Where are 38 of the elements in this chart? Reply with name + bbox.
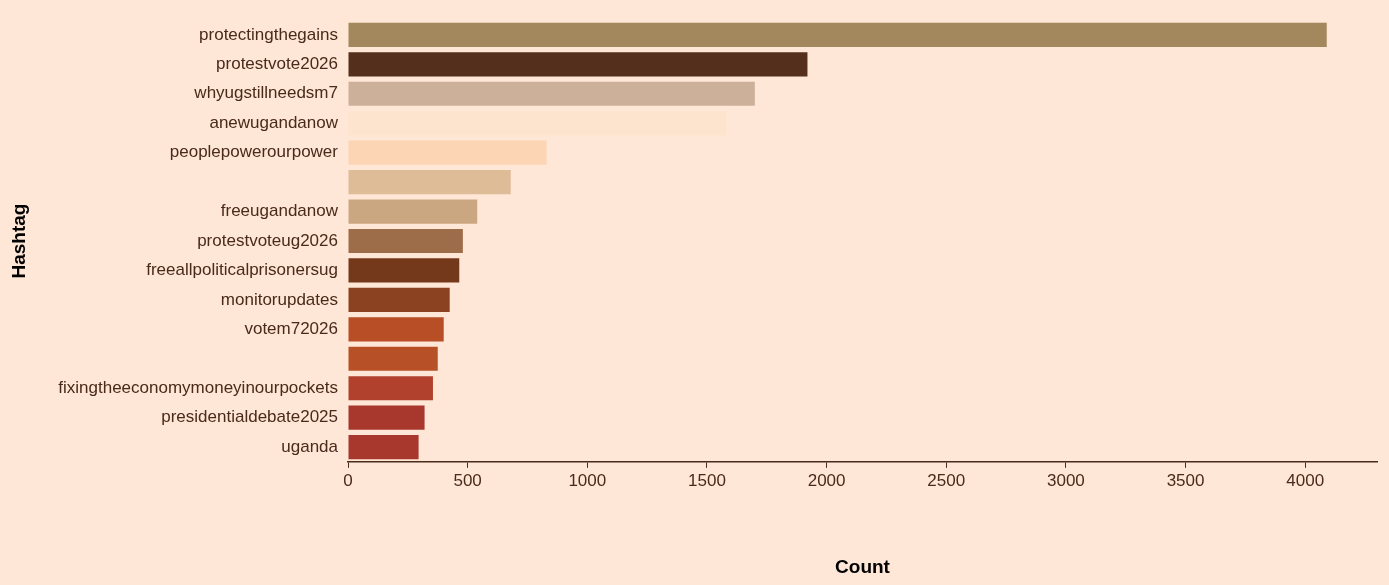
- x-tick-label: 2000: [807, 470, 846, 490]
- bar: [348, 22, 1327, 47]
- x-tick-label: 1500: [688, 470, 726, 490]
- y-tick-label: protestvoteug2026: [197, 230, 338, 250]
- y-tick-label: protectingthegains: [199, 24, 338, 44]
- y-tick-label: uganda: [281, 436, 339, 456]
- y-tick-label: anewugandanow: [209, 112, 339, 132]
- bar: [348, 228, 463, 254]
- y-axis-title: Hashtag: [7, 203, 29, 279]
- bar: [348, 258, 460, 283]
- x-tick-label: 3000: [1046, 470, 1085, 490]
- x-tick-label: 3500: [1166, 470, 1205, 490]
- y-tick-label: freeallpoliticalprisonersug: [146, 260, 338, 280]
- bar: [348, 140, 547, 165]
- bar: [348, 405, 425, 430]
- y-tick-label: freeugandanow: [220, 201, 339, 221]
- x-tick-label: 2500: [927, 470, 966, 490]
- x-tick-label: 1000: [568, 470, 607, 490]
- bar: [348, 170, 511, 195]
- y-tick-label: protestvote2026: [216, 54, 338, 74]
- bar: [348, 435, 419, 460]
- y-tick-label: presidentialdebate2025: [161, 407, 338, 427]
- bar: [348, 346, 438, 371]
- bar: [348, 81, 755, 106]
- x-tick-label: 4000: [1286, 470, 1325, 490]
- bar: [348, 317, 444, 342]
- y-tick-label: peoplepowerourpower: [169, 142, 339, 162]
- bar: [348, 199, 478, 224]
- x-tick-label: 500: [453, 470, 482, 490]
- bar: [348, 52, 808, 77]
- x-axis-title: Count: [835, 555, 891, 577]
- x-tick-label: 0: [343, 470, 353, 490]
- bar: [348, 376, 433, 401]
- y-tick-label: fixingtheeconomymoneyinourpockets: [58, 377, 338, 397]
- y-tick-label: whyugstillneedsm7: [193, 83, 338, 103]
- y-tick-label: monitorupdates: [220, 289, 338, 309]
- bar: [348, 287, 450, 312]
- y-tick-label: votem72026: [244, 319, 338, 339]
